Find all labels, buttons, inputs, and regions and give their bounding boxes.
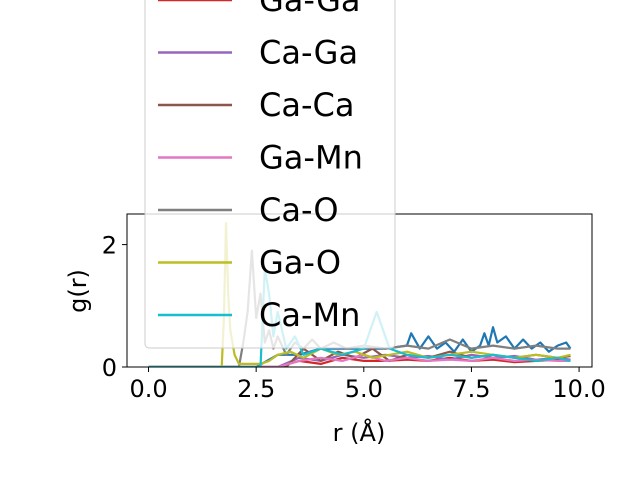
legend-frame <box>144 0 396 349</box>
y-tick-label: 0 <box>102 354 117 382</box>
legend-entry-label: Ga-Mn <box>259 139 363 177</box>
y-axis-label: g(r) <box>64 269 92 313</box>
x-tick-label: 10.0 <box>552 375 605 403</box>
x-tick-label: 7.5 <box>452 375 490 403</box>
x-tick-label: 0.0 <box>129 375 167 403</box>
legend-entry-label: Ca-Mn <box>259 296 360 334</box>
legend-entry-label: Ca-Ga <box>259 34 358 72</box>
legend-entry-label: Ga-Ga <box>259 0 361 19</box>
x-axis-ticks: 0.0 2.5 5.0 7.5 10.0 <box>129 367 606 403</box>
y-tick-label: 2 <box>102 232 117 260</box>
y-axis-ticks: 02 <box>102 232 127 382</box>
legend-entry-label: Ga-O <box>259 244 341 282</box>
series-line-0 <box>148 326 572 367</box>
legend-entry-label: Ca-O <box>259 191 339 229</box>
x-axis-label: r (Å) <box>333 418 386 447</box>
x-tick-label: 5.0 <box>345 375 383 403</box>
x-tick-label: 2.5 <box>237 375 275 403</box>
legend-entry-label: Ca-Ca <box>259 86 354 124</box>
